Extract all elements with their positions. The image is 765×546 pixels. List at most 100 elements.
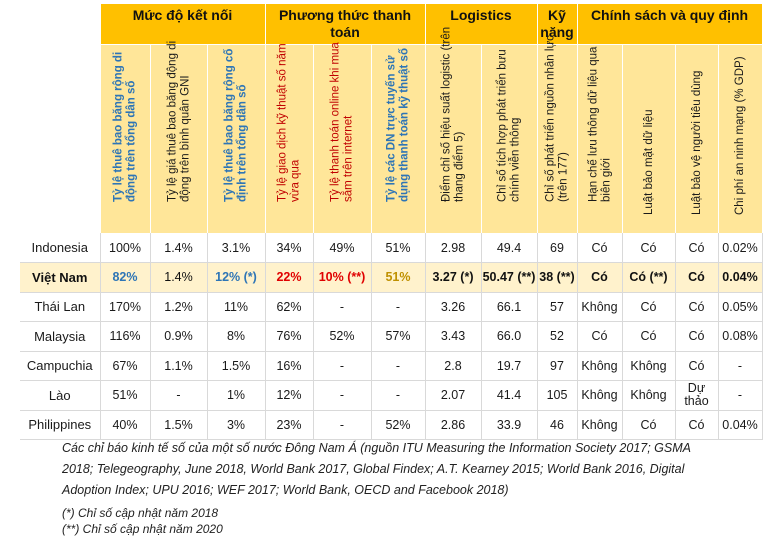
table-cell: Có <box>577 262 623 293</box>
table-cell: 19.7 <box>481 351 538 381</box>
table-cell: 3.26 <box>425 292 482 322</box>
table-caption: Các chỉ báo kinh tế số của một số nước Đ… <box>62 441 691 497</box>
table-row-highlight: Việt Nam 82% 1.4% 12% (*) 22% 10% (**) 5… <box>20 262 763 293</box>
subheader-human-resources: Chỉ số phát triển nguồn nhân lực (trên 1… <box>537 35 578 233</box>
corner-cell-sub <box>20 44 101 233</box>
table-cell: Có <box>622 321 676 352</box>
subheader-mobile-price: Tỷ lệ giá thuê bao băng động di động trê… <box>150 41 208 233</box>
indicator-table: Mức độ kết nối Phương thức thanh toán Lo… <box>20 4 763 440</box>
table-cell: 46 <box>537 410 578 440</box>
table-cell: Có <box>622 292 676 322</box>
table-cell: Có <box>675 351 719 381</box>
table-cell: 1.5% <box>207 351 266 381</box>
table-cell: - <box>313 380 372 411</box>
table-cell: 3.1% <box>207 233 266 263</box>
row-country: Việt Nam <box>20 262 101 293</box>
table-cell: 51% <box>100 380 151 411</box>
table-cell: Có (**) <box>622 262 676 293</box>
table-cell: 69 <box>537 233 578 263</box>
table-cell: Có <box>675 321 719 352</box>
table-cell: Không <box>577 380 623 411</box>
table-cell: 22% <box>265 262 314 293</box>
table-cell: 0.08% <box>718 321 763 352</box>
indicator-table-wrapper: Mức độ kết nối Phương thức thanh toán Lo… <box>20 4 763 440</box>
table-cell: 33.9 <box>481 410 538 440</box>
table-cell: - <box>718 351 763 381</box>
table-cell: 3.43 <box>425 321 482 352</box>
table-cell: Có <box>622 410 676 440</box>
table-cell: 3% <box>207 410 266 440</box>
table-cell: 38 (**) <box>537 262 578 293</box>
table-cell: - <box>371 351 426 381</box>
subheader-data-flow: Hạn chế lưu thông dữ liệu qua biên giới <box>577 44 623 233</box>
footnote-2020: (**) Chỉ số cập nhật năm 2020 <box>62 522 223 536</box>
table-cell: 67% <box>100 351 151 381</box>
table-cell: 11% <box>207 292 266 322</box>
table-cell: 57 <box>537 292 578 322</box>
table-cell: Không <box>622 380 676 411</box>
table-cell: 82% <box>100 262 151 293</box>
subheader-consumer-protection: Luật bảo vệ người tiêu dùng <box>675 44 719 233</box>
table-cell: 16% <box>265 351 314 381</box>
table-cell: 12% <box>265 380 314 411</box>
table-cell: - <box>718 380 763 411</box>
table-cell: Không <box>577 292 623 322</box>
table-cell: 0.04% <box>718 410 763 440</box>
table-cell: Có <box>675 233 719 263</box>
table-cell: - <box>371 380 426 411</box>
subheader-logistics-index: Điểm chỉ số hiệu suất logistic (trên tha… <box>425 27 482 233</box>
table-cell: 0.04% <box>718 262 763 293</box>
table-cell: 50.47 (**) <box>481 262 538 293</box>
table-cell: 2.8 <box>425 351 482 381</box>
subheader-cybersecurity-cost: Chi phí an ninh mạng (% GDP) <box>718 44 763 233</box>
row-country: Malaysia <box>20 321 101 352</box>
table-cell: 2.07 <box>425 380 482 411</box>
row-country: Indonesia <box>20 233 101 263</box>
group-skills: Kỹ năng <box>537 4 578 45</box>
table-cell: 12% (*) <box>207 262 266 293</box>
group-policy: Chính sách và quy định <box>577 4 763 45</box>
table-cell: - <box>150 380 208 411</box>
group-payment: Phương thức thanh toán <box>265 4 426 45</box>
table-row: Thái Lan 170% 1.2% 11% 62% - - 3.26 66.1… <box>20 292 763 322</box>
subheader-digital-transactions: Tỷ lệ giao dịch kỹ thuật số năm vừa qua <box>265 43 314 233</box>
table-cell: 1.4% <box>150 262 208 293</box>
table-cell: 105 <box>537 380 578 411</box>
table-cell: Có <box>577 321 623 352</box>
table-cell: Có <box>675 292 719 322</box>
group-logistics: Logistics <box>425 4 538 45</box>
table-cell: 76% <box>265 321 314 352</box>
table-cell: 40% <box>100 410 151 440</box>
table-cell: 34% <box>265 233 314 263</box>
table-cell: 0.02% <box>718 233 763 263</box>
table-cell: 1.4% <box>150 233 208 263</box>
table-cell: Không <box>622 351 676 381</box>
subheader-mobile-broadband: Tỷ lệ thuê bao băng rộng di động trên tổ… <box>100 44 151 233</box>
table-cell: 57% <box>371 321 426 352</box>
subheader-data-privacy: Luật bảo mật dữ liệu <box>622 44 676 233</box>
table-cell: Có <box>622 233 676 263</box>
table-cell: Không <box>577 351 623 381</box>
table-cell: 1.5% <box>150 410 208 440</box>
table-cell: 51% <box>371 233 426 263</box>
footnotes: (*) Chỉ số cập nhật năm 2018 (**) Chỉ số… <box>62 505 462 537</box>
table-cell: 97 <box>537 351 578 381</box>
table-cell: 66.1 <box>481 292 538 322</box>
subheader-digital-payment-business: Tỷ lệ các DN trực tuyến sử dụng thanh to… <box>371 44 426 233</box>
table-cell: 51% <box>371 262 426 293</box>
table-cell: 100% <box>100 233 151 263</box>
table-cell: 23% <box>265 410 314 440</box>
table-cell: 1.1% <box>150 351 208 381</box>
table-cell: 52% <box>313 321 372 352</box>
table-cell: 10% (**) <box>313 262 372 293</box>
table-cell: 8% <box>207 321 266 352</box>
table-cell: Không <box>577 410 623 440</box>
table-row: Campuchia 67% 1.1% 1.5% 16% - - 2.8 19.7… <box>20 351 763 381</box>
table-row: Lào 51% - 1% 12% - - 2.07 41.4 105 Không… <box>20 380 763 411</box>
table-cell: Có <box>675 262 719 293</box>
subheader-fixed-broadband: Tỷ lệ thuê bao băng rộng cố định trên tổ… <box>207 44 266 233</box>
table-cell: 170% <box>100 292 151 322</box>
table-cell: 1% <box>207 380 266 411</box>
table-row: Philippines 40% 1.5% 3% 23% - 52% 2.86 3… <box>20 410 763 440</box>
table-cell: 49.4 <box>481 233 538 263</box>
